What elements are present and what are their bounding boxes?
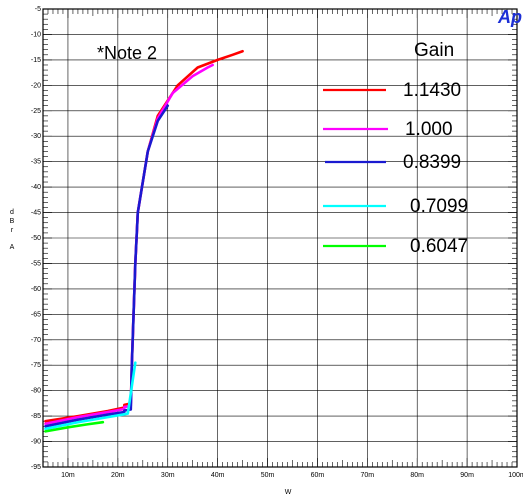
y-tick-label: -50 <box>31 235 41 242</box>
y-axis-label-char: r <box>10 227 14 234</box>
y-tick-label: -30 <box>31 133 41 140</box>
x-tick-label: 20m <box>111 472 125 479</box>
y-tick-label: -75 <box>31 362 41 369</box>
legend-entry: 0.6047 <box>410 236 468 257</box>
y-axis-label-char: d <box>10 209 14 216</box>
y-tick-label: -95 <box>31 464 41 471</box>
legend-entry: 1.000 <box>405 119 453 140</box>
y-tick-label: -85 <box>31 413 41 420</box>
plot-frame <box>42 8 518 468</box>
y-axis-label-char: B <box>9 218 15 225</box>
x-tick-label: 50m <box>261 472 275 479</box>
y-tick-label: -90 <box>31 439 41 446</box>
y-tick-labels: -5 -10 -15 -20 -25 -30 -35 -40 -45 -50 -55 -60 -65 -7… <box>31 6 41 471</box>
y-tick-label: -65 <box>31 311 41 318</box>
y-tick-label: -15 <box>31 57 41 64</box>
y-tick-label: -5 <box>35 6 41 13</box>
y-axis-label-char: A <box>9 244 15 251</box>
y-tick-label: -25 <box>31 108 41 115</box>
y-tick-label: -60 <box>31 286 41 293</box>
x-tick-label: 30m <box>161 472 175 479</box>
x-tick-label: 100m <box>508 472 523 479</box>
legend-entry: 0.8399 <box>403 152 461 173</box>
series-line-0.6047 <box>44 420 105 433</box>
y-tick-label: -80 <box>31 388 41 395</box>
x-axis-label: W <box>285 489 292 496</box>
y-tick-label: -55 <box>31 260 41 267</box>
x-tick-label: 90m <box>460 472 474 479</box>
legend: 1.1430 1.000 0.8399 0.7099 0.6047 <box>323 80 468 257</box>
y-tick-label: -10 <box>31 31 41 38</box>
x-tick-labels: 10m 20m 30m 40m 50m 60m 70m 80m 90m 100m <box>61 472 523 479</box>
y-tick-label: -45 <box>31 210 41 217</box>
y-tick-label: -40 <box>31 184 41 191</box>
legend-entry: 1.1430 <box>403 80 461 101</box>
y-tick-label: -70 <box>31 337 41 344</box>
x-tick-label: 70m <box>361 472 375 479</box>
x-tick-label: 80m <box>410 472 424 479</box>
y-tick-label: -35 <box>31 159 41 166</box>
series-layer <box>44 49 244 433</box>
y-tick-label: -20 <box>31 82 41 89</box>
x-tick-label: 10m <box>61 472 75 479</box>
series-line-0.7099 <box>44 361 137 431</box>
annotation-note: *Note 2 <box>97 43 157 63</box>
brand-logo: Ap <box>497 7 522 27</box>
x-tick-label: 60m <box>311 472 325 479</box>
x-tick-label: 40m <box>211 472 225 479</box>
legend-entry: 0.7099 <box>410 196 468 217</box>
legend-title: Gain <box>414 40 454 61</box>
